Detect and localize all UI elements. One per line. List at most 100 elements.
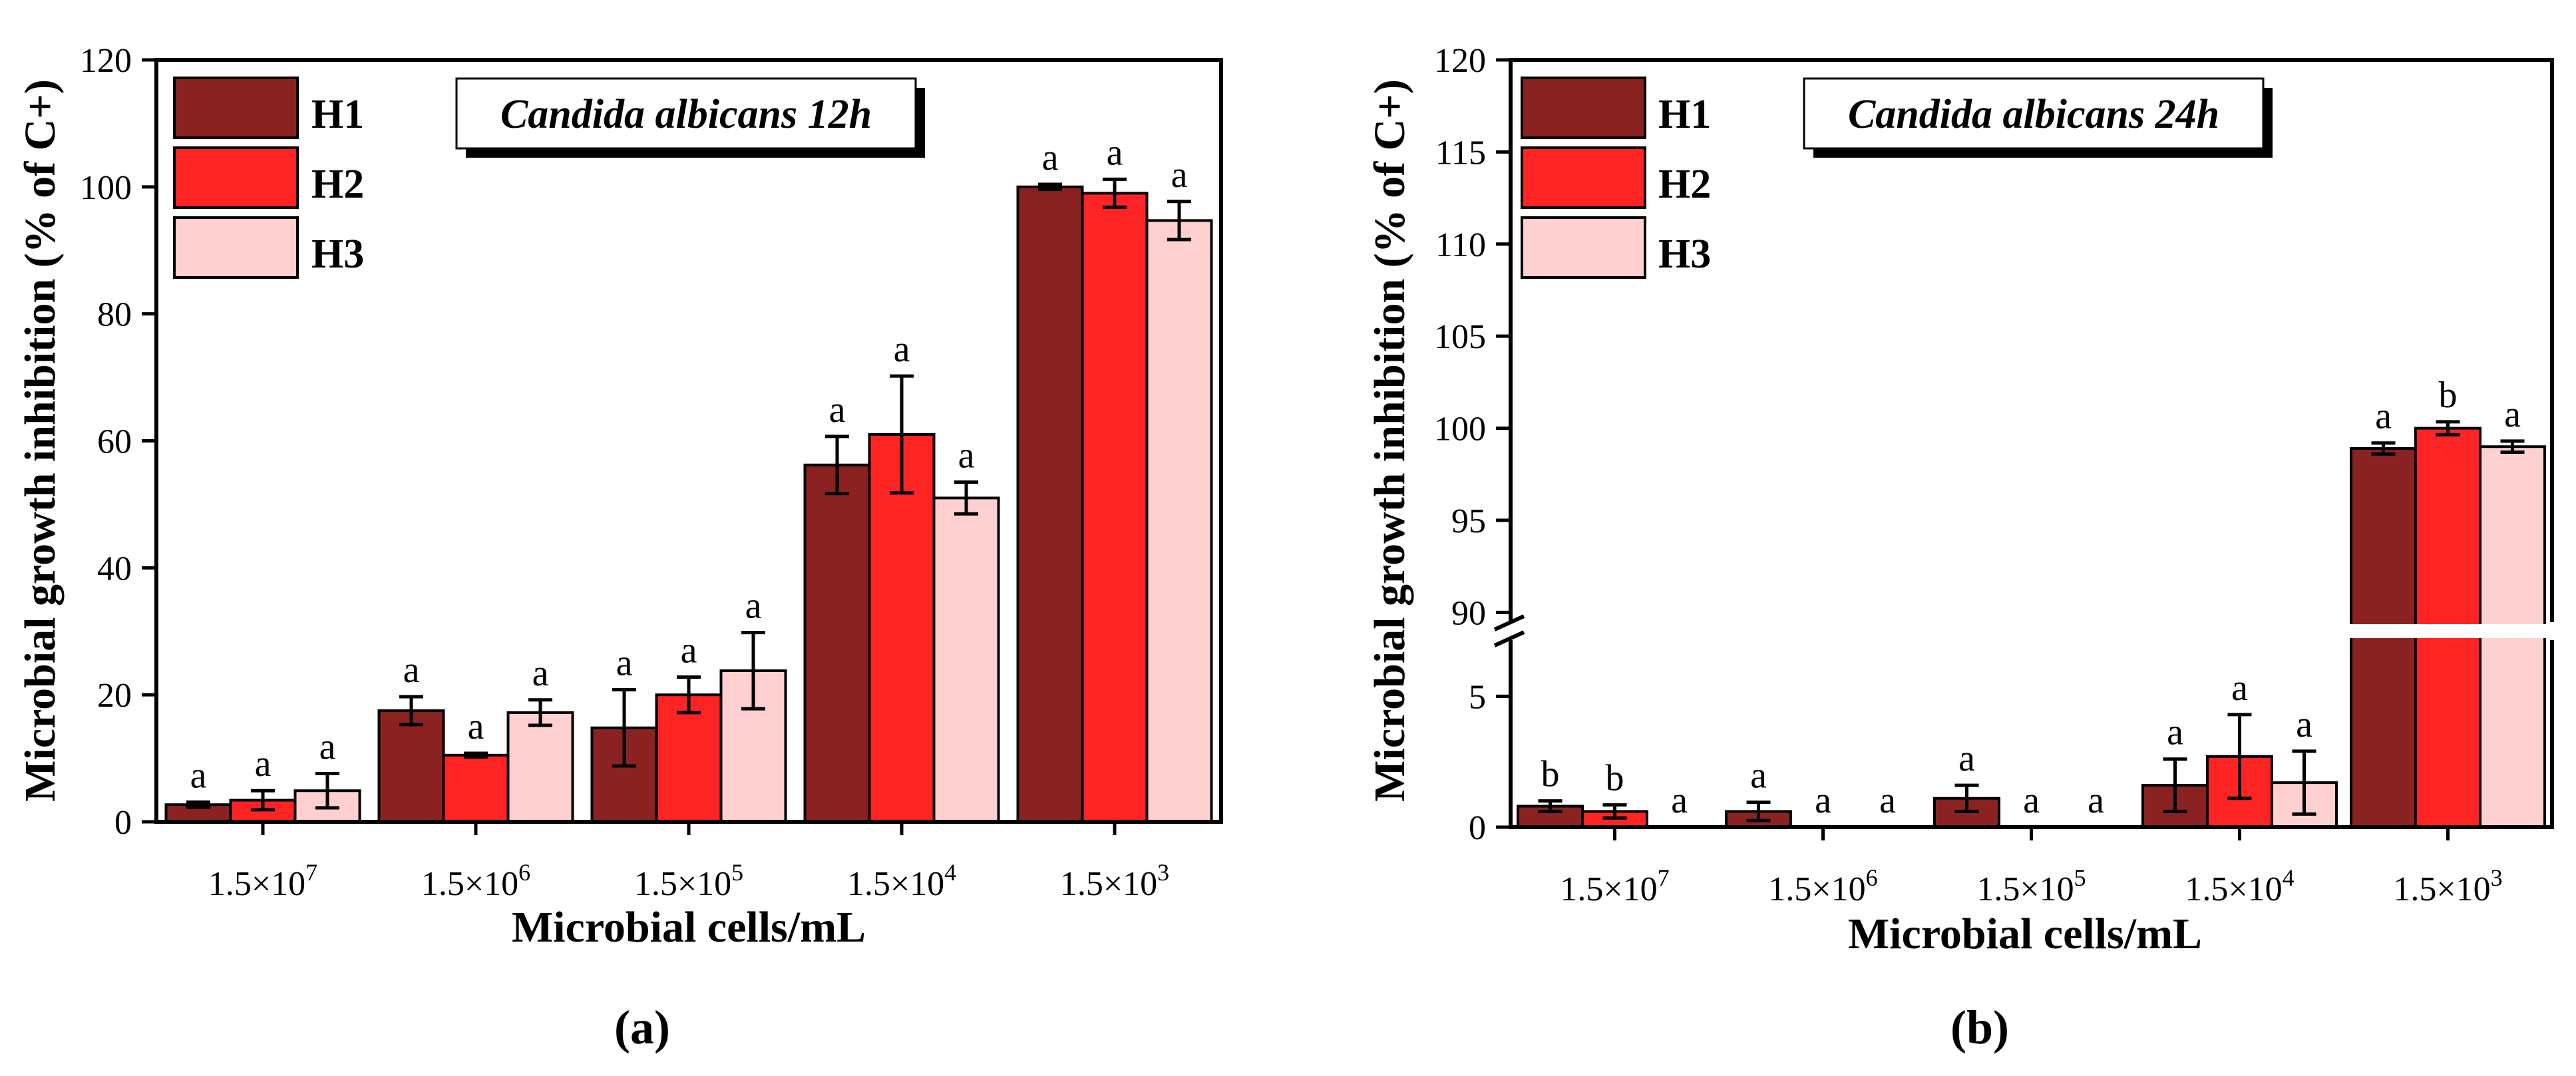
significance-label: a (468, 706, 484, 747)
x-tick-label: 1.5×107 (1560, 864, 1669, 908)
significance-label: b (1606, 758, 1624, 799)
chart-a-marks: a a a a a a a a a a a a a a a (164, 132, 1213, 824)
chart-a-title-frame (455, 77, 917, 150)
legend-swatch-h3 (1521, 216, 1646, 279)
significance-label: a (1815, 780, 1831, 821)
chart-b-title-box: Candida albicans 24h (1803, 77, 2273, 158)
y-tick-label: 20 (97, 677, 132, 715)
chart-b-y-ticks: 90 95 100 105 110 115 120 0 5 (1434, 42, 1511, 847)
y-tick-label: 110 (1435, 226, 1486, 264)
y-tick-label: 100 (80, 169, 132, 207)
significance-label: a (1879, 780, 1896, 821)
chart-b-y-axis-label: Microbial growth inhibition (% of C+) (1366, 79, 1414, 802)
legend-swatch-h1 (1521, 77, 1646, 139)
legend-label-h1: H1 (311, 92, 364, 137)
y-tick-label: 0 (114, 804, 132, 842)
bar-h2 (1081, 192, 1149, 823)
chart-panel-b: b b a a a a a a a a a a a b a 90 95 100 105 110 115 120 0 5 1.… (1366, 42, 2576, 1054)
bar-h2 (655, 693, 723, 823)
significance-label: b (2439, 375, 2458, 416)
y-tick-label: 105 (1434, 318, 1486, 356)
chart-b-x-axis-label: Microbial cells/mL (1848, 910, 2202, 958)
y-tick-label: 60 (97, 423, 132, 461)
significance-label: a (255, 743, 272, 785)
significance-label: a (958, 435, 975, 476)
x-tick-label: 1.5×107 (208, 859, 317, 903)
bar-h2 (868, 433, 936, 823)
chart-b-x-ticks: 1.5×107 1.5×106 1.5×105 1.5×104 1.5×103 (1560, 827, 2503, 908)
bar-h1 (1016, 185, 1084, 824)
bar-h3 (506, 711, 574, 823)
significance-label: a (616, 643, 633, 684)
y-tick-label: 95 (1451, 502, 1486, 540)
chart-a-title: Candida albicans 12h (500, 92, 872, 137)
chart-a-title-box: Candida albicans 12h (455, 77, 925, 158)
significance-label: a (2296, 704, 2312, 745)
x-tick-label: 1.5×105 (1976, 864, 2086, 908)
chart-a-x-axis-label: Microbial cells/mL (512, 903, 866, 952)
bar-h3 (1145, 219, 1213, 823)
significance-label: a (2088, 780, 2104, 821)
significance-label: a (1671, 780, 1688, 821)
chart-a-x-ticks: 1.5×107 1.5×106 1.5×105 1.5×104 1.5×103 (208, 822, 1169, 903)
x-tick-label: 1.5×103 (2393, 864, 2502, 908)
legend-label-h2: H2 (311, 162, 364, 207)
significance-label: a (1042, 137, 1059, 178)
significance-label: a (894, 329, 910, 370)
bar-h3 (932, 496, 1000, 823)
x-tick-label: 1.5×104 (847, 859, 956, 903)
x-tick-label: 1.5×106 (1768, 864, 1877, 908)
significance-label: a (2167, 712, 2183, 753)
significance-label: a (403, 649, 420, 691)
chart-b-break-mark-1 (1493, 614, 1525, 631)
chart-b-title: Candida albicans 24h (1848, 92, 2219, 137)
significance-label: a (829, 389, 846, 431)
bar-h1 (803, 463, 871, 823)
legend-label-h2: H2 (1658, 162, 1711, 207)
legend-label-h1: H1 (1658, 92, 1711, 137)
x-tick-label: 1.5×104 (2185, 864, 2294, 908)
legend-label-h3: H3 (1658, 232, 1711, 277)
chart-b-legend: H1 H2 H3 (1521, 77, 1711, 279)
x-tick-label: 1.5×106 (421, 859, 530, 903)
significance-label: a (1958, 738, 1975, 779)
y-tick-label: 115 (1435, 134, 1486, 172)
y-tick-label: 120 (80, 42, 132, 80)
legend-label-h3: H3 (311, 232, 364, 277)
x-tick-label: 1.5×105 (634, 859, 743, 903)
y-tick-label: 120 (1434, 42, 1486, 80)
significance-label: a (1107, 132, 1123, 173)
legend-swatch-h2 (173, 146, 299, 209)
bar-h2 (442, 753, 510, 823)
significance-label: a (2023, 780, 2040, 821)
legend-swatch-h2 (1521, 146, 1646, 209)
chart-a-y-ticks: 0 20 40 60 80 100 120 (80, 42, 156, 842)
y-tick-label: 5 (1469, 678, 1486, 716)
x-tick-label: 1.5×103 (1060, 859, 1169, 903)
chart-a-legend: H1 H2 H3 (173, 77, 364, 279)
significance-label: a (1171, 154, 1188, 196)
y-tick-label: 80 (97, 296, 132, 334)
significance-label: a (745, 586, 762, 627)
significance-label: a (2231, 667, 2248, 709)
significance-label: a (681, 629, 697, 671)
y-tick-label: 90 (1451, 594, 1486, 632)
significance-label: a (2504, 394, 2521, 435)
chart-b-break-mark-2 (1493, 630, 1525, 647)
panel-label-a: (a) (614, 1001, 670, 1054)
legend-swatch-h1 (173, 77, 299, 139)
chart-b-title-frame (1803, 77, 2265, 150)
significance-label: a (190, 755, 207, 796)
significance-label: a (2375, 396, 2392, 437)
y-tick-label: 0 (1469, 809, 1486, 847)
significance-label: b (1541, 754, 1560, 795)
chart-a-y-axis-label: Microbial growth inhibition (% of C+) (16, 79, 65, 802)
chart-b-marks: b b a a a a a a a a a a a b a (1517, 375, 2546, 829)
panel-label-b: (b) (1950, 1001, 2009, 1054)
significance-label: a (1750, 755, 1767, 797)
significance-label: a (319, 726, 336, 767)
bar-h1 (377, 709, 445, 824)
